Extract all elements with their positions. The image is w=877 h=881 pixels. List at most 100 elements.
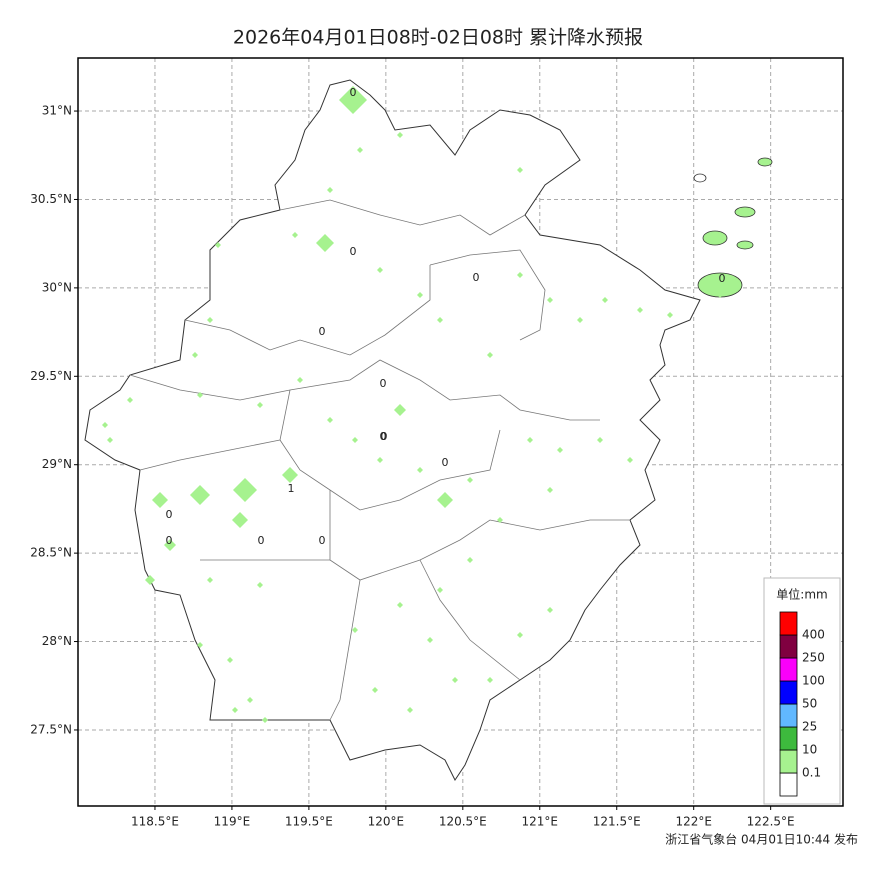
rain-area: [297, 377, 303, 383]
rain-area: [397, 602, 403, 608]
legend-box: [763, 577, 841, 805]
legend-swatch: [779, 726, 798, 751]
rain-area: [467, 477, 473, 483]
rain-area: [527, 437, 533, 443]
map-label: 0: [381, 430, 388, 443]
rain-area: [339, 86, 367, 114]
rain-area: [215, 242, 221, 248]
y-tick-label: 28.5°N: [30, 546, 72, 560]
footer: 浙江省气象台 04月01日10:44 发布: [665, 832, 858, 847]
rain-area: [577, 317, 583, 323]
x-tick-label: 119°E: [214, 815, 251, 829]
rain-area: [232, 707, 238, 713]
rain-area: [407, 707, 413, 713]
rain-area: [190, 485, 210, 505]
legend-label: 25: [802, 720, 817, 734]
map-label: 1: [288, 482, 295, 495]
rain-area: [397, 132, 403, 138]
map-label: 0: [442, 456, 449, 469]
rain-area: [145, 575, 155, 585]
rain-area: [712, 282, 728, 298]
rain-area: [417, 467, 423, 473]
rain-area: [452, 677, 458, 683]
map-label: 0: [719, 272, 726, 285]
rain-area: [487, 352, 493, 358]
plot-frame: [77, 57, 844, 807]
legend-swatch: [779, 611, 798, 636]
rain-area: [467, 557, 473, 563]
rain-area: [207, 577, 213, 583]
rain-area: [637, 307, 643, 313]
map-label: 0: [319, 534, 326, 547]
rain-area: [327, 417, 333, 423]
rain-area: [547, 607, 553, 613]
rain-area: [357, 147, 363, 153]
rain-area: [257, 402, 263, 408]
rain-area: [602, 297, 608, 303]
rain-area: [257, 582, 263, 588]
rain-area: [352, 437, 358, 443]
rain-area: [427, 637, 433, 643]
rain-area: [352, 627, 358, 633]
map-label: 0: [380, 377, 387, 390]
rain-area: [164, 539, 176, 551]
rain-area: [517, 167, 523, 173]
legend-swatch: [779, 657, 798, 682]
rain-area: [247, 697, 253, 703]
map-label: 0: [166, 534, 173, 547]
rain-area: [417, 292, 423, 298]
legend-swatch: [779, 680, 798, 705]
rain-area: [627, 457, 633, 463]
y-tick-label: 30°N: [42, 280, 72, 294]
map-label: 0: [380, 430, 387, 443]
y-tick-label: 29°N: [42, 457, 72, 471]
rain-area: [197, 642, 203, 648]
rain-area: [377, 267, 383, 273]
rain-area: [437, 587, 443, 593]
rain-area: [377, 457, 383, 463]
legend-label: 10: [802, 743, 817, 757]
rain-area: [547, 297, 553, 303]
rain-area: [517, 632, 523, 638]
y-tick-label: 27.5°N: [30, 722, 72, 736]
legend-swatch: [779, 703, 798, 728]
y-tick-label: 31°N: [42, 104, 72, 118]
x-tick-label: 121°E: [522, 815, 559, 829]
legend-label: 50: [802, 697, 817, 711]
legend-label: 400: [802, 628, 825, 642]
rain-area: [487, 677, 493, 683]
y-tick-label: 29.5°N: [30, 369, 72, 383]
rain-area: [282, 467, 298, 483]
x-tick-label: 120.5°E: [439, 815, 487, 829]
map-label: 0: [166, 508, 173, 521]
legend-swatch: [779, 772, 798, 797]
title: 2026年04月01日08时-02日08时 累计降水预报: [233, 27, 643, 49]
rain-area: [597, 437, 603, 443]
map-label: 0: [319, 325, 326, 338]
legend-label: 250: [802, 651, 825, 665]
legend-label: 0.1: [802, 766, 821, 780]
rain-area: [107, 437, 113, 443]
x-tick-label: 118.5°E: [131, 815, 179, 829]
rain-area: [547, 487, 553, 493]
rain-area: [232, 512, 248, 528]
rain-area: [127, 397, 133, 403]
islands: [693, 157, 773, 298]
rain-area: [437, 317, 443, 323]
rain-area: [316, 234, 334, 252]
map-label: 0: [350, 86, 357, 99]
map-label: 0: [350, 245, 357, 258]
x-tick-label: 122°E: [675, 815, 712, 829]
rain-area: [207, 317, 213, 323]
legend-title: 单位:mm: [776, 587, 827, 602]
legend-swatch: [779, 749, 798, 774]
rain-area: [437, 492, 453, 508]
province-outline: [84, 79, 701, 781]
x-tick-label: 119.5°E: [285, 815, 333, 829]
x-tick-label: 121.5°E: [593, 815, 641, 829]
rain-area: [152, 492, 168, 508]
map-label: 0: [258, 534, 265, 547]
legend-label: 100: [802, 674, 825, 688]
city-boundaries: [129, 199, 630, 721]
